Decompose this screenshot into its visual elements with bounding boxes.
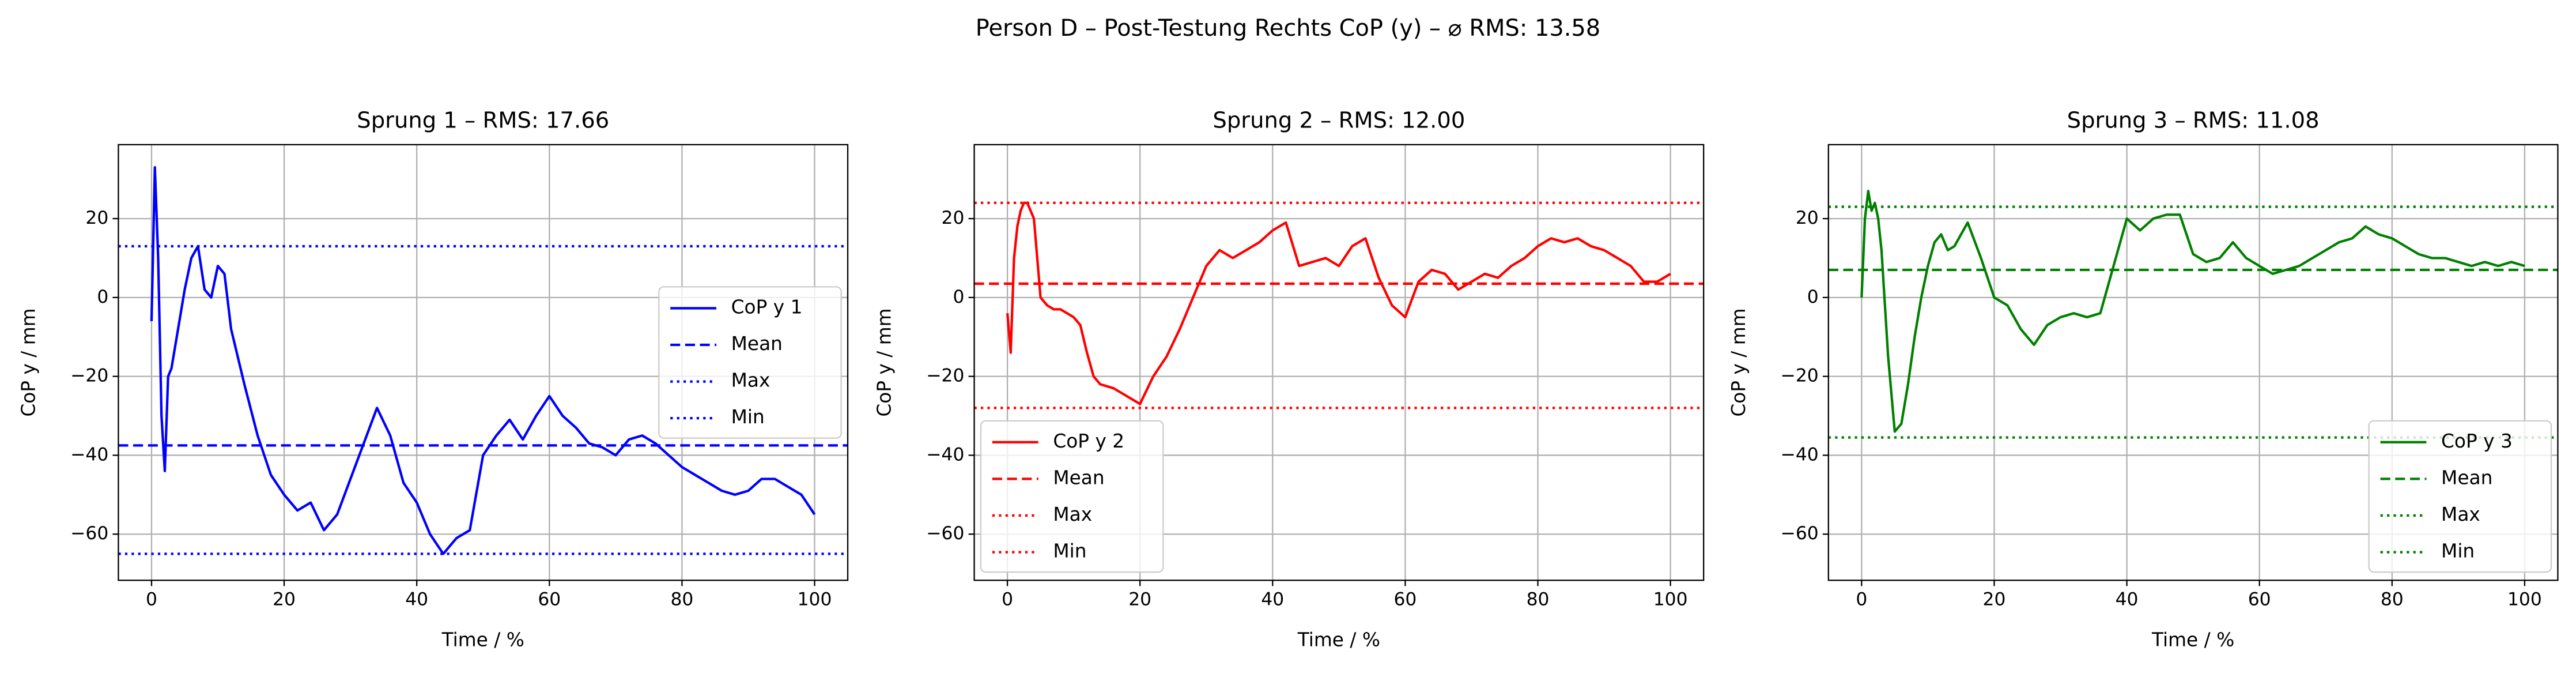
x-axis-label: Time / %: [2151, 629, 2234, 651]
y-axis-label: CoP y / mm: [874, 308, 896, 416]
subplot-title: Sprung 3 – RMS: 11.08: [2067, 107, 2320, 133]
legend-label: Max: [731, 370, 770, 392]
legend-box: [658, 286, 842, 439]
y-tick-label: −40: [926, 444, 964, 465]
x-tick-label: 80: [1527, 589, 1550, 610]
x-tick-label: 0: [1856, 589, 1867, 610]
plot-area: [974, 201, 1704, 409]
x-axis-label: Time / %: [441, 629, 524, 651]
y-tick-label: 20: [942, 208, 965, 228]
x-tick-label: 20: [273, 589, 296, 610]
x-tick-label: 80: [670, 589, 693, 610]
y-tick-label: −60: [1781, 523, 1819, 544]
subplot: Sprung 1 – RMS: 17.66 0 20 40 60 80 100 −60 −40 −…: [18, 107, 849, 651]
subplot: Sprung 2 – RMS: 12.00 0 20 40 60 80 100 −60 −40 −…: [874, 107, 1705, 651]
plot-frame: [118, 144, 849, 581]
y-tick-label: −40: [1781, 444, 1819, 465]
x-tick-label: 0: [1002, 589, 1013, 610]
y-tick-label: 0: [953, 287, 964, 307]
y-tick-label: −20: [926, 366, 964, 386]
y-tick-label: 0: [1807, 287, 1819, 307]
plot-frame: [973, 144, 1705, 581]
x-tick-label: 40: [2116, 589, 2139, 610]
subplot: Sprung 3 – RMS: 11.08 0 20 40 60 80 100 −60 −40 −…: [1728, 107, 2559, 651]
x-tick-label: 0: [146, 589, 157, 610]
data-line: [1006, 201, 1671, 405]
y-tick-label: −40: [70, 444, 108, 465]
x-tick-label: 40: [405, 589, 428, 610]
figure-title: Person D – Post-Testung Rechts CoP (y) –…: [976, 15, 1600, 42]
data-line: [1860, 190, 2525, 433]
legend-label: CoP y 3: [2441, 430, 2513, 452]
legend-label: Max: [2441, 503, 2480, 525]
y-tick-label: 20: [85, 208, 108, 228]
legend: CoP y 3 Mean Max Min: [2368, 420, 2552, 573]
legend-box: [980, 420, 1164, 573]
y-axis-label: CoP y / mm: [18, 308, 40, 416]
x-tick-label: 40: [1261, 589, 1284, 610]
x-tick-label: 60: [1393, 589, 1417, 610]
y-axis-label: CoP y / mm: [1728, 308, 1750, 416]
x-tick-label: 60: [538, 589, 561, 610]
legend-label: Max: [1053, 503, 1092, 525]
subplot-title: Sprung 1 – RMS: 17.66: [357, 107, 609, 133]
y-tick-label: −60: [70, 523, 108, 544]
legend-label: CoP y 2: [1053, 430, 1124, 452]
y-tick-label: 20: [1796, 208, 1819, 228]
legend-box: [2368, 420, 2552, 573]
legend-label: Mean: [1053, 467, 1104, 488]
x-tick-label: 100: [2507, 589, 2542, 610]
legend-label: Min: [2441, 540, 2475, 562]
y-tick-label: −20: [70, 366, 108, 386]
x-tick-label: 20: [1128, 589, 1151, 610]
plot-frame: [1827, 144, 2559, 581]
legend-label: CoP y 1: [731, 296, 803, 318]
legend-label: Min: [1053, 540, 1086, 562]
x-tick-label: 20: [1983, 589, 2006, 610]
legend-label: Mean: [2441, 467, 2492, 488]
y-tick-label: −60: [926, 523, 964, 544]
x-tick-label: 60: [2248, 589, 2271, 610]
x-axis-label: Time / %: [1297, 629, 1380, 651]
legend-label: Mean: [731, 333, 783, 355]
plot-area: [118, 166, 848, 555]
x-tick-label: 100: [1653, 589, 1688, 610]
x-tick-label: 80: [2381, 589, 2404, 610]
y-tick-label: 0: [97, 287, 108, 307]
plot-area: [1828, 190, 2558, 439]
subplot-title: Sprung 2 – RMS: 12.00: [1213, 107, 1465, 133]
y-tick-label: −20: [1781, 366, 1819, 386]
legend-label: Min: [731, 406, 765, 428]
legend: CoP y 2 Mean Max Min: [980, 420, 1164, 573]
legend: CoP y 1 Mean Max Min: [658, 286, 842, 439]
x-tick-label: 100: [798, 589, 832, 610]
